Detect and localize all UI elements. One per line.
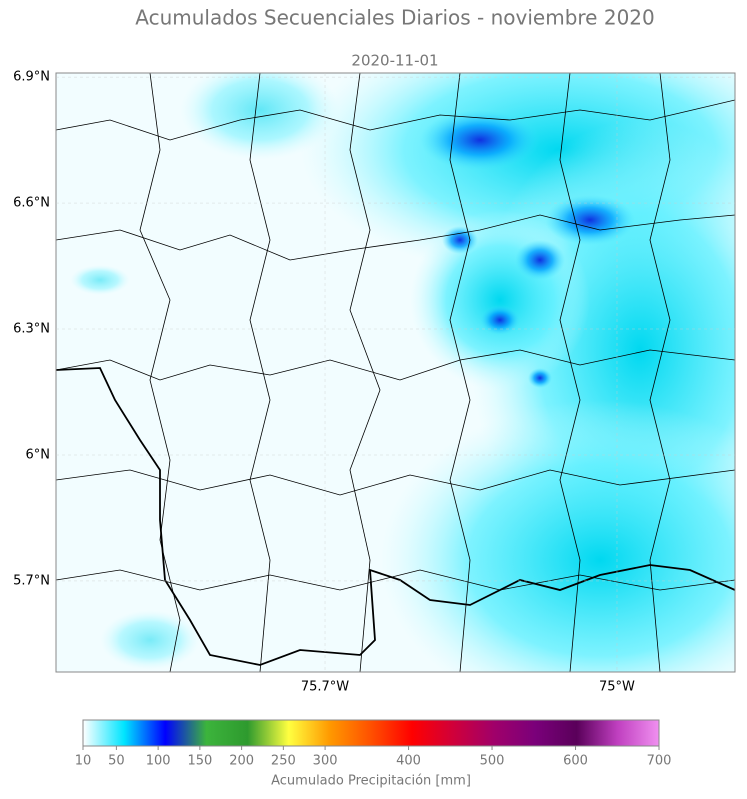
colorbar-tick-label: 700 — [647, 754, 672, 769]
colorbar-tick-label: 50 — [108, 754, 125, 769]
colorbar-tick-label: 400 — [396, 754, 421, 769]
colorbar-tick-label: 250 — [271, 754, 296, 769]
colorbar-tick-label: 150 — [187, 754, 212, 769]
x-tick-label: 75°W — [599, 680, 635, 695]
title: Acumulados Secuenciales Diarios - noviem… — [135, 6, 655, 30]
colorbar-tick-label: 10 — [75, 754, 92, 769]
colorbar-label: Acumulado Precipitación [mm] — [271, 774, 471, 789]
colorbar — [82, 719, 660, 747]
map-frame — [55, 72, 736, 673]
subtitle: 2020-11-01 — [351, 52, 438, 70]
colorbar-tick-label: 200 — [229, 754, 254, 769]
y-tick-label: 6.3°N — [13, 322, 50, 337]
precip-field — [56, 73, 735, 672]
y-tick-label: 6.9°N — [13, 70, 50, 85]
colorbar-tick-label: 100 — [146, 754, 171, 769]
y-tick-label: 6.6°N — [13, 196, 50, 211]
colorbar-tick-label: 300 — [313, 754, 338, 769]
x-tick-label: 75.7°W — [301, 680, 349, 695]
colorbar-tick-label: 500 — [480, 754, 505, 769]
y-tick-label: 5.7°N — [13, 573, 50, 588]
y-tick-label: 6°N — [26, 447, 51, 462]
colorbar-tick-label: 600 — [563, 754, 588, 769]
